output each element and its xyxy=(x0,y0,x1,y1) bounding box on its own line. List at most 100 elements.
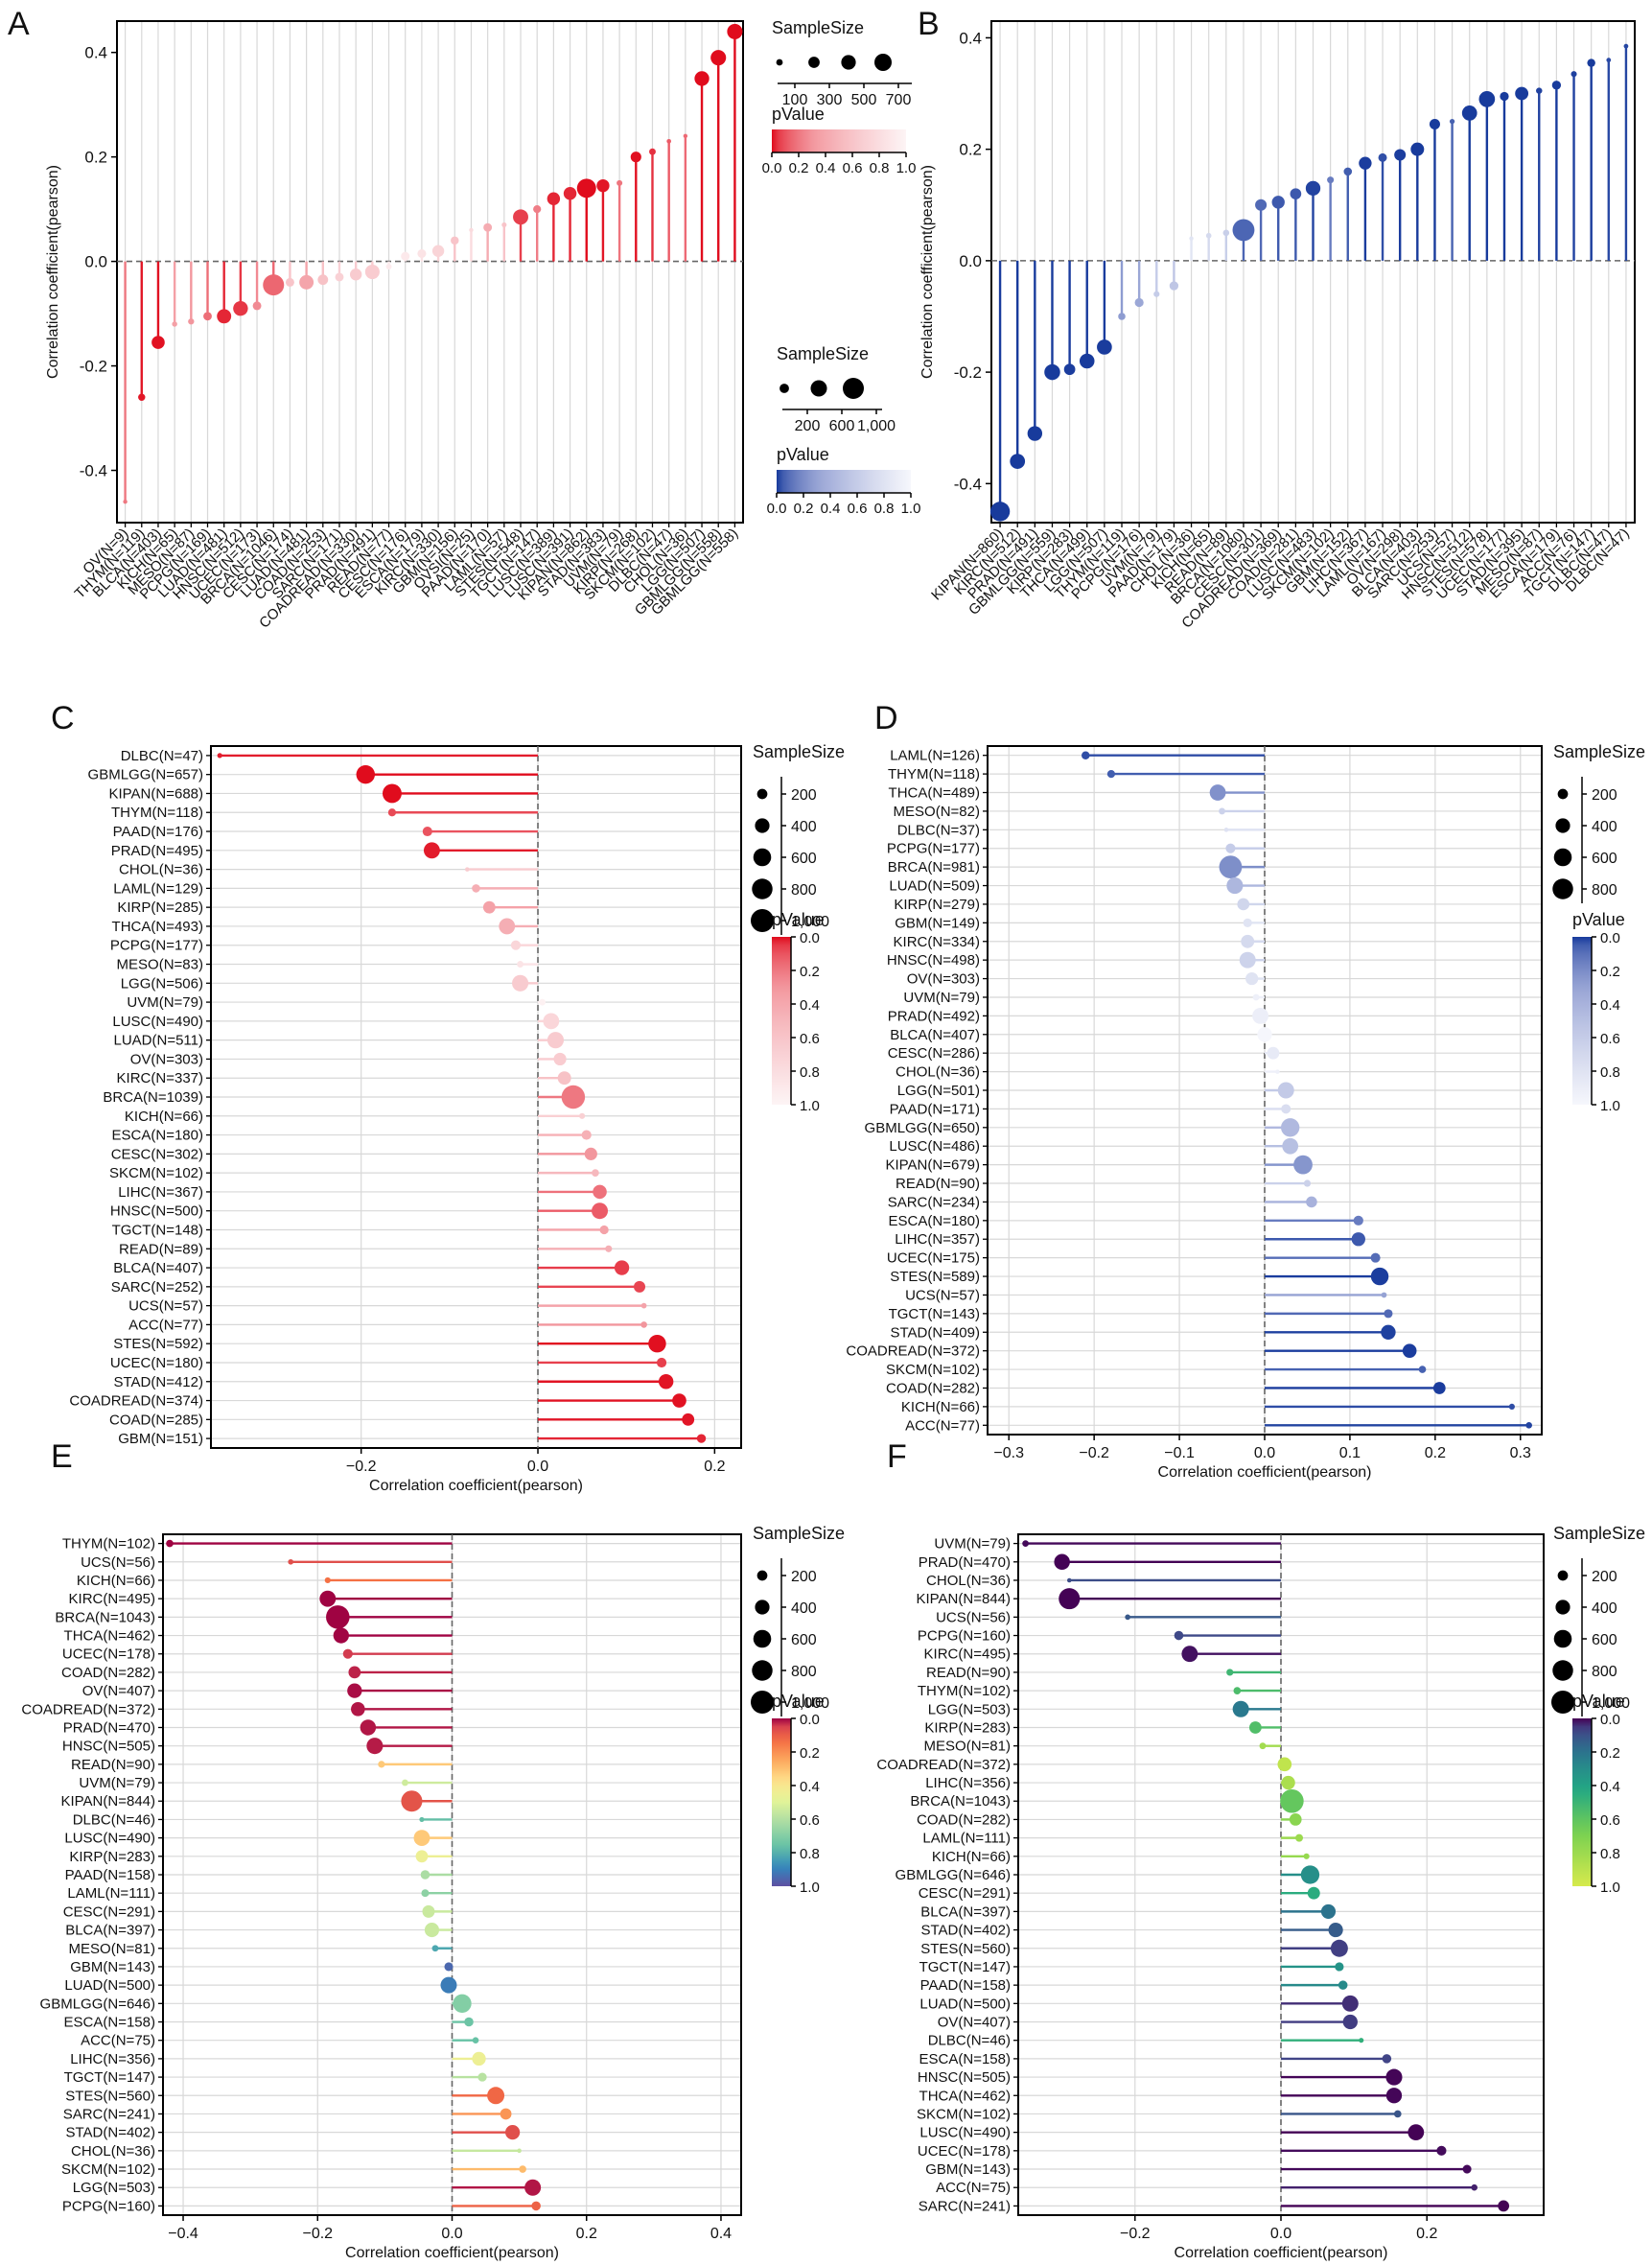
lollipop-point xyxy=(472,2037,479,2043)
size-legend-dot xyxy=(756,1570,768,1581)
y-tick-label: GBMLGG(N=650) xyxy=(865,1120,980,1136)
lollipop-point xyxy=(422,1904,435,1918)
lollipop-point xyxy=(1327,176,1335,184)
y-tick-label: STES(N=560) xyxy=(65,2088,155,2104)
y-tick-label: LUAD(N=500) xyxy=(64,1977,155,1994)
lollipop-point xyxy=(710,50,727,66)
y-tick-label: UVM(N=79) xyxy=(934,1536,1011,1553)
p-legend-label: 0.0 xyxy=(762,160,782,176)
y-tick-label: OV(N=303) xyxy=(907,971,980,988)
p-legend-label: 1.0 xyxy=(1600,1098,1620,1114)
panel-c: C −0.2 0.0 0.2 Correlation coefficient(pears… xyxy=(51,700,845,1494)
lollipop-point xyxy=(422,826,432,837)
x-tick-label: 0.0 xyxy=(527,1459,548,1475)
lollipop-point xyxy=(539,998,546,1006)
y-tick-label: LUAD(N=509) xyxy=(889,878,980,895)
p-legend-label: 0.2 xyxy=(800,964,820,980)
lollipop-point xyxy=(1429,118,1440,130)
x-tick-label: 0.2 xyxy=(576,2226,597,2242)
lollipop-point xyxy=(605,1245,613,1252)
y-tick-label: DLBC(N=37) xyxy=(897,822,980,838)
y-tick-label: PCPG(N=160) xyxy=(918,1628,1011,1645)
size-legend-label: 400 xyxy=(1592,1600,1617,1617)
lollipop-point xyxy=(1478,90,1496,107)
lollipop-point xyxy=(1305,180,1321,196)
lollipop-point xyxy=(333,1627,349,1644)
lollipop-point xyxy=(500,2108,512,2120)
lollipop-point xyxy=(1205,232,1212,239)
lollipop-point xyxy=(1498,2200,1510,2212)
lollipop-point xyxy=(1125,1614,1131,1621)
size-legend-dot xyxy=(752,878,773,899)
lollipop-point xyxy=(1432,1382,1446,1394)
lollipop-point xyxy=(1281,1118,1300,1137)
y-tick-label: UCEC(N=178) xyxy=(918,2143,1011,2160)
lollipop-point xyxy=(440,1976,457,1994)
y-tick-label: GBMLGG(N=646) xyxy=(40,1996,155,2012)
y-tick-label: LUSC(N=490) xyxy=(919,2125,1011,2141)
lollipop-point xyxy=(1471,2183,1477,2191)
lollipop-point xyxy=(1054,1553,1070,1571)
lollipop-point xyxy=(1241,934,1255,948)
size-legend-dot xyxy=(1553,848,1572,867)
y-tick-label: KIRC(N=337) xyxy=(117,1070,203,1086)
lollipop-point xyxy=(1271,196,1285,209)
y-tick-label: CESC(N=291) xyxy=(919,1885,1011,1902)
lollipop-point xyxy=(1351,1232,1365,1247)
y-tick-label: HNSC(N=500) xyxy=(110,1203,203,1220)
p-legend-label: 0.6 xyxy=(1600,1031,1620,1047)
y-tick-label: LAML(N=126) xyxy=(890,748,980,764)
size-legend-label: 100 xyxy=(782,92,808,108)
y-tick-label: CHOL(N=36) xyxy=(119,862,203,878)
y-tick-label: LUSC(N=490) xyxy=(112,1014,203,1030)
size-legend-dot xyxy=(1553,1629,1572,1648)
size-legend-dot xyxy=(808,57,820,68)
lollipop-point xyxy=(656,1357,667,1368)
y-tick-label: GBM(N=143) xyxy=(925,2161,1011,2178)
size-legend-dot xyxy=(874,54,892,71)
y-tick-label: PCPG(N=177) xyxy=(887,841,980,857)
size-legend-title: SampleSize xyxy=(1553,742,1645,761)
p-legend-bar xyxy=(772,129,906,152)
size-legend-dot xyxy=(843,378,864,399)
lollipop-point xyxy=(510,940,522,950)
size-legend-dot xyxy=(1551,1691,1574,1714)
y-tick-label: PCPG(N=160) xyxy=(62,2198,155,2214)
y-tick-label: COAD(N=282) xyxy=(61,1665,155,1681)
y-tick-label: -0.4 xyxy=(80,462,107,480)
lollipop-point xyxy=(324,1576,331,1584)
lollipop-point xyxy=(1525,1421,1532,1429)
y-tick-label: PAAD(N=158) xyxy=(920,1977,1011,1994)
size-legend-title: SampleSize xyxy=(772,18,864,37)
lollipop-point xyxy=(366,1738,384,1755)
lollipop-point xyxy=(483,222,493,232)
panel-letter: A xyxy=(8,6,30,42)
lollipop-point xyxy=(649,148,656,155)
size-legend-dot xyxy=(776,58,783,66)
lollipop-point xyxy=(472,884,480,893)
lollipop-point xyxy=(1277,1082,1294,1099)
lollipop-point xyxy=(342,1648,353,1659)
panel-b: B -0.4 -0.2 0.0 0.2 0.4 Correlation coefficien… xyxy=(767,6,1636,632)
p-legend-label: 0.8 xyxy=(1600,1064,1620,1081)
y-tick-label: LGG(N=501) xyxy=(897,1083,980,1099)
panel-a: A -0.4 -0.2 0.0 0.2 0.4 Correlation coefficien… xyxy=(8,6,916,632)
panel-e: E −0.4 −0.2 0.0 0.2 0.4 Correlation coefficien… xyxy=(21,1438,845,2261)
p-legend-label: 0.0 xyxy=(767,501,787,517)
y-tick-label: HNSC(N=505) xyxy=(918,2069,1011,2086)
lollipop-point xyxy=(1370,1252,1381,1263)
lollipop-point xyxy=(385,264,392,270)
y-tick-label: MESO(N=81) xyxy=(69,1941,155,1957)
lollipop-point xyxy=(1226,1669,1234,1676)
y-tick-label: LIHC(N=367) xyxy=(118,1184,203,1201)
lollipop-point xyxy=(1449,118,1455,125)
y-tick-label: LAML(N=111) xyxy=(922,1831,1011,1847)
p-legend-label: 0.8 xyxy=(870,160,890,176)
lollipop-point xyxy=(421,1889,430,1898)
p-legend-label: 0.4 xyxy=(1600,1779,1620,1795)
lollipop-point xyxy=(1382,2054,1392,2064)
lollipop-point xyxy=(420,1870,430,1880)
lollipop-point xyxy=(1515,86,1529,101)
size-legend-dot xyxy=(779,384,789,393)
lollipop-point xyxy=(1385,2088,1403,2104)
